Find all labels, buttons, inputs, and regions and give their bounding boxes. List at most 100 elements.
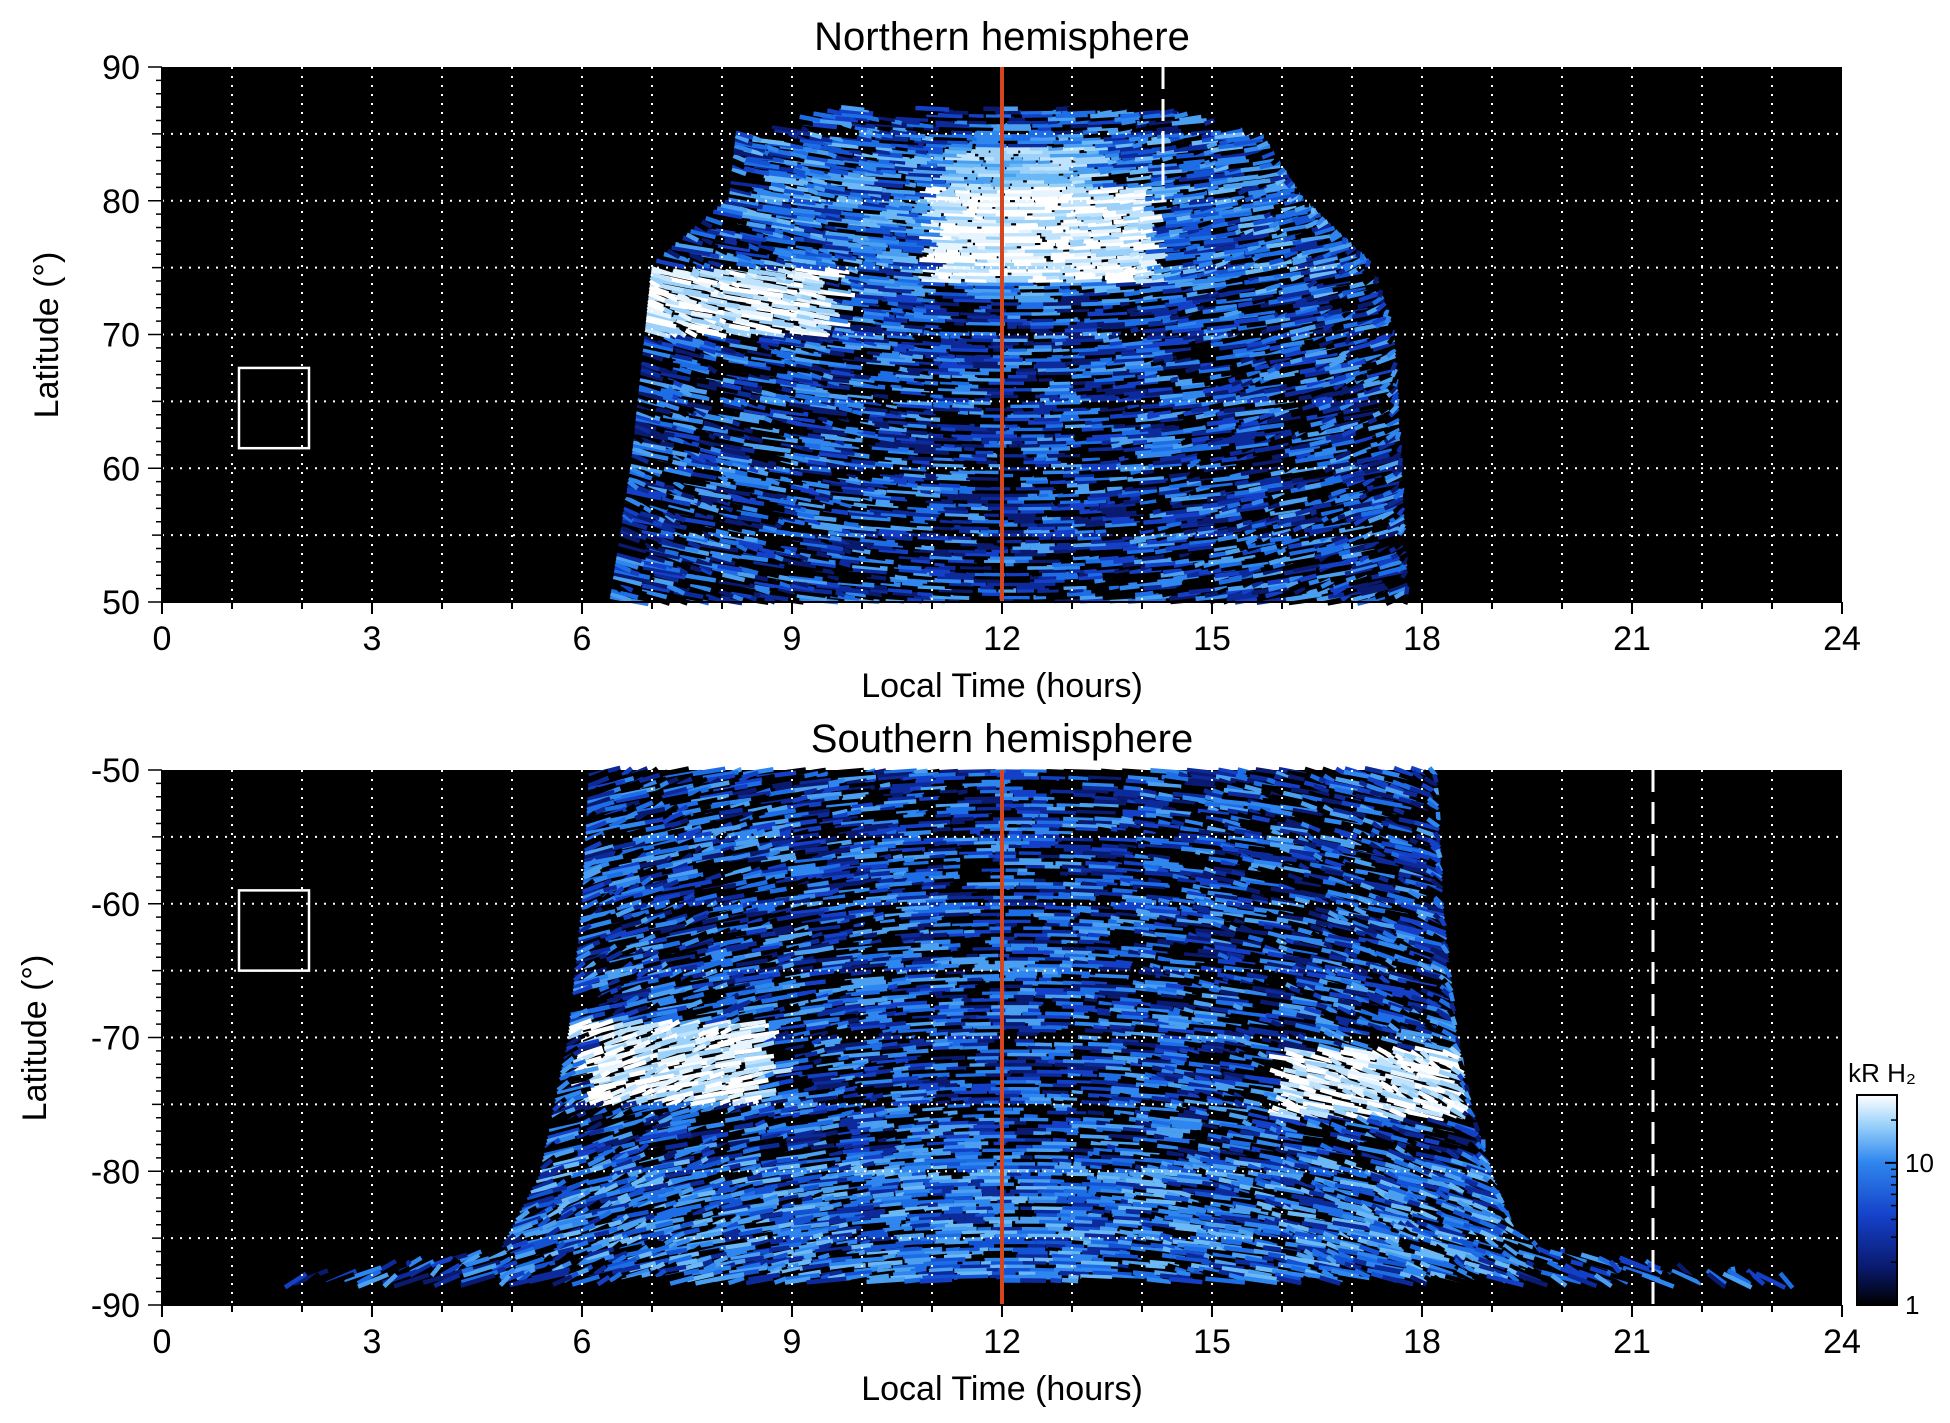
emission-streak xyxy=(969,139,999,145)
emission-streak xyxy=(623,505,639,517)
emission-streak xyxy=(1079,204,1108,211)
emission-streak xyxy=(920,382,956,389)
emission-streak xyxy=(913,452,954,459)
emission-streak xyxy=(928,152,962,158)
emission-streak xyxy=(970,528,980,534)
emission-streak xyxy=(933,409,958,416)
emission-streak xyxy=(960,465,971,472)
emission-streak xyxy=(1044,178,1076,185)
emission-streak xyxy=(1116,461,1144,469)
emission-streak xyxy=(612,574,643,587)
emission-streak xyxy=(915,148,928,155)
emission-streak xyxy=(1045,508,1084,514)
emission-streak xyxy=(944,779,978,785)
emission-streak xyxy=(864,105,881,113)
emission-streak xyxy=(1334,449,1352,461)
emission-streak xyxy=(1209,454,1225,463)
emission-streak xyxy=(1030,135,1056,141)
emission-streak xyxy=(1071,442,1082,449)
emission-streak xyxy=(1386,322,1394,331)
emission-streak xyxy=(1079,468,1118,475)
emission-streak xyxy=(1029,165,1046,171)
emission-streak xyxy=(957,221,984,227)
emission-streak xyxy=(897,481,918,489)
emission-streak xyxy=(948,449,977,455)
emission-streak xyxy=(937,544,976,551)
emission-streak xyxy=(1117,125,1131,132)
emission-streak xyxy=(887,418,908,426)
emission-streak xyxy=(952,551,966,557)
emission-streak xyxy=(616,548,647,561)
emission-streak xyxy=(968,568,984,574)
emission-streak xyxy=(1109,339,1123,347)
emission-streak xyxy=(1292,562,1322,573)
emission-streak xyxy=(1166,477,1191,486)
emission-streak xyxy=(1075,115,1091,122)
emission-streak xyxy=(782,520,808,529)
emission-streak xyxy=(1062,290,1085,297)
emission-streak xyxy=(1353,515,1367,527)
emission-streak xyxy=(958,274,996,280)
emission-streak xyxy=(943,393,980,399)
emission-streak xyxy=(624,495,642,507)
emission-streak xyxy=(761,523,778,533)
emission-streak xyxy=(1151,273,1166,281)
emission-streak xyxy=(1128,563,1143,571)
emission-streak xyxy=(946,561,985,567)
emission-streak xyxy=(1249,463,1285,473)
emission-streak xyxy=(1371,568,1407,580)
emission-streak xyxy=(653,571,680,583)
southern-hemisphere-panel: Southern hemisphere 0 3 6 9 12 15 18 21 24-50-60… xyxy=(16,717,1861,1408)
emission-streak xyxy=(893,194,920,202)
emission-streak xyxy=(1075,208,1105,214)
emission-streak xyxy=(718,588,734,599)
emission-streak xyxy=(1056,574,1079,581)
chart-title: Northern hemisphere xyxy=(814,15,1190,59)
emission-streak xyxy=(687,526,704,537)
emission-streak xyxy=(1241,586,1255,595)
emission-streak xyxy=(1258,427,1291,437)
emission-streak xyxy=(1069,363,1079,369)
emission-streak xyxy=(1207,563,1221,572)
emission-streak xyxy=(929,201,962,208)
emission-streak xyxy=(1362,476,1376,487)
emission-streak xyxy=(790,447,819,457)
emission-streak xyxy=(1033,416,1062,422)
emission-streak xyxy=(1031,571,1045,577)
emission-streak xyxy=(1386,578,1408,590)
emission-streak xyxy=(957,799,984,806)
emission-streak xyxy=(903,778,917,786)
emission-streak xyxy=(925,465,959,472)
emission-streak xyxy=(897,303,914,310)
emission-streak xyxy=(1061,109,1096,115)
emission-streak xyxy=(940,485,954,492)
emission-streak xyxy=(1038,535,1052,541)
emission-streak xyxy=(905,511,939,518)
emission-streak xyxy=(938,267,960,274)
emission-streak xyxy=(1104,521,1137,528)
emission-streak xyxy=(912,789,941,796)
emission-streak xyxy=(1028,558,1060,564)
emission-streak xyxy=(901,118,920,126)
emission-streak xyxy=(1031,310,1061,316)
emission-streak xyxy=(1081,462,1099,469)
emission-streak xyxy=(954,119,968,125)
emission-streak xyxy=(936,475,971,482)
emission-streak xyxy=(1063,465,1076,472)
emission-streak xyxy=(1304,496,1338,507)
emission-streak xyxy=(1119,438,1134,446)
emission-streak xyxy=(1049,383,1074,389)
emission-streak xyxy=(1052,534,1077,541)
emission-streak xyxy=(717,453,753,464)
emission-streak xyxy=(886,567,900,574)
emission-streak xyxy=(938,515,953,521)
emission-streak xyxy=(1180,454,1200,463)
emission-streak xyxy=(1209,483,1229,493)
emission-streak xyxy=(1315,502,1347,514)
emission-streak xyxy=(951,455,965,462)
emission-streak xyxy=(1273,430,1293,441)
emission-streak xyxy=(947,452,960,458)
emission-streak xyxy=(1099,455,1119,462)
emission-streak xyxy=(1379,509,1395,521)
emission-streak xyxy=(1051,125,1071,132)
